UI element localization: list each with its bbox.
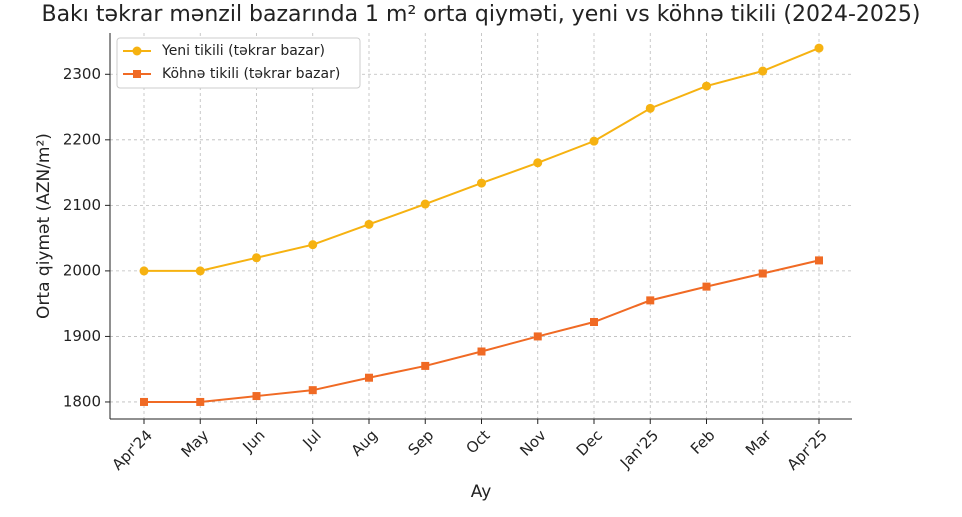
marker bbox=[758, 66, 768, 76]
y-tick-label: 1900 bbox=[63, 327, 101, 345]
marker bbox=[196, 397, 205, 406]
legend-label: Yeni tikili (təkrar bazar) bbox=[161, 43, 325, 59]
marker bbox=[646, 296, 655, 305]
marker bbox=[365, 373, 373, 382]
x-tick-label: Aug bbox=[348, 426, 381, 459]
marker bbox=[814, 43, 824, 53]
marker bbox=[139, 266, 149, 276]
marker bbox=[252, 392, 261, 401]
marker bbox=[645, 103, 655, 113]
legend: Yeni tikili (təkrar bazar) Köhnə tikili (… bbox=[116, 37, 361, 89]
x-tick-label: Jan'25 bbox=[616, 426, 662, 472]
legend-marker bbox=[133, 70, 141, 78]
x-tick-label: Jun bbox=[239, 426, 269, 456]
legend-marker bbox=[132, 46, 142, 56]
x-tick-label: Dec bbox=[573, 426, 606, 459]
marker bbox=[477, 347, 486, 356]
y-tick-label: 2000 bbox=[63, 261, 101, 279]
marker bbox=[195, 266, 205, 276]
x-tick-label: Mar bbox=[742, 426, 775, 459]
marker bbox=[533, 158, 543, 168]
x-tick-label: Oct bbox=[462, 426, 493, 457]
marker bbox=[308, 386, 317, 395]
marker bbox=[140, 397, 148, 406]
x-tick-label: Nov bbox=[516, 426, 550, 460]
legend-box bbox=[116, 37, 361, 89]
y-tick-label: 2200 bbox=[63, 130, 101, 148]
marker bbox=[702, 81, 711, 91]
x-tick-label: Apr'24 bbox=[109, 426, 156, 473]
x-tick-label: Sep bbox=[405, 426, 438, 459]
marker bbox=[420, 199, 430, 209]
x-axis-label: Ay bbox=[471, 482, 492, 502]
marker bbox=[533, 332, 542, 341]
marker bbox=[308, 240, 318, 250]
y-tick-label: 2100 bbox=[63, 196, 101, 214]
x-tick-label: Apr'25 bbox=[784, 426, 831, 473]
marker bbox=[702, 282, 711, 291]
marker bbox=[477, 178, 486, 188]
x-tick-label: May bbox=[178, 426, 213, 461]
y-tick-label: 2300 bbox=[63, 65, 101, 83]
x-tick-label: Jul bbox=[299, 426, 325, 452]
marker bbox=[364, 219, 374, 229]
chart-title: Bakı təkrar mənzil bazarında 1 m² orta q… bbox=[41, 2, 920, 27]
y-axis-label: Orta qiymət (AZN/m²) bbox=[34, 133, 54, 319]
marker bbox=[421, 361, 430, 370]
marker bbox=[815, 256, 823, 265]
marker bbox=[252, 253, 261, 263]
marker bbox=[758, 269, 767, 278]
legend-label: Köhnə tikili (təkrar bazar) bbox=[162, 66, 340, 82]
x-tick-label: Feb bbox=[687, 426, 719, 458]
marker bbox=[590, 318, 598, 327]
y-tick-label: 1800 bbox=[63, 392, 101, 410]
marker bbox=[589, 136, 599, 146]
